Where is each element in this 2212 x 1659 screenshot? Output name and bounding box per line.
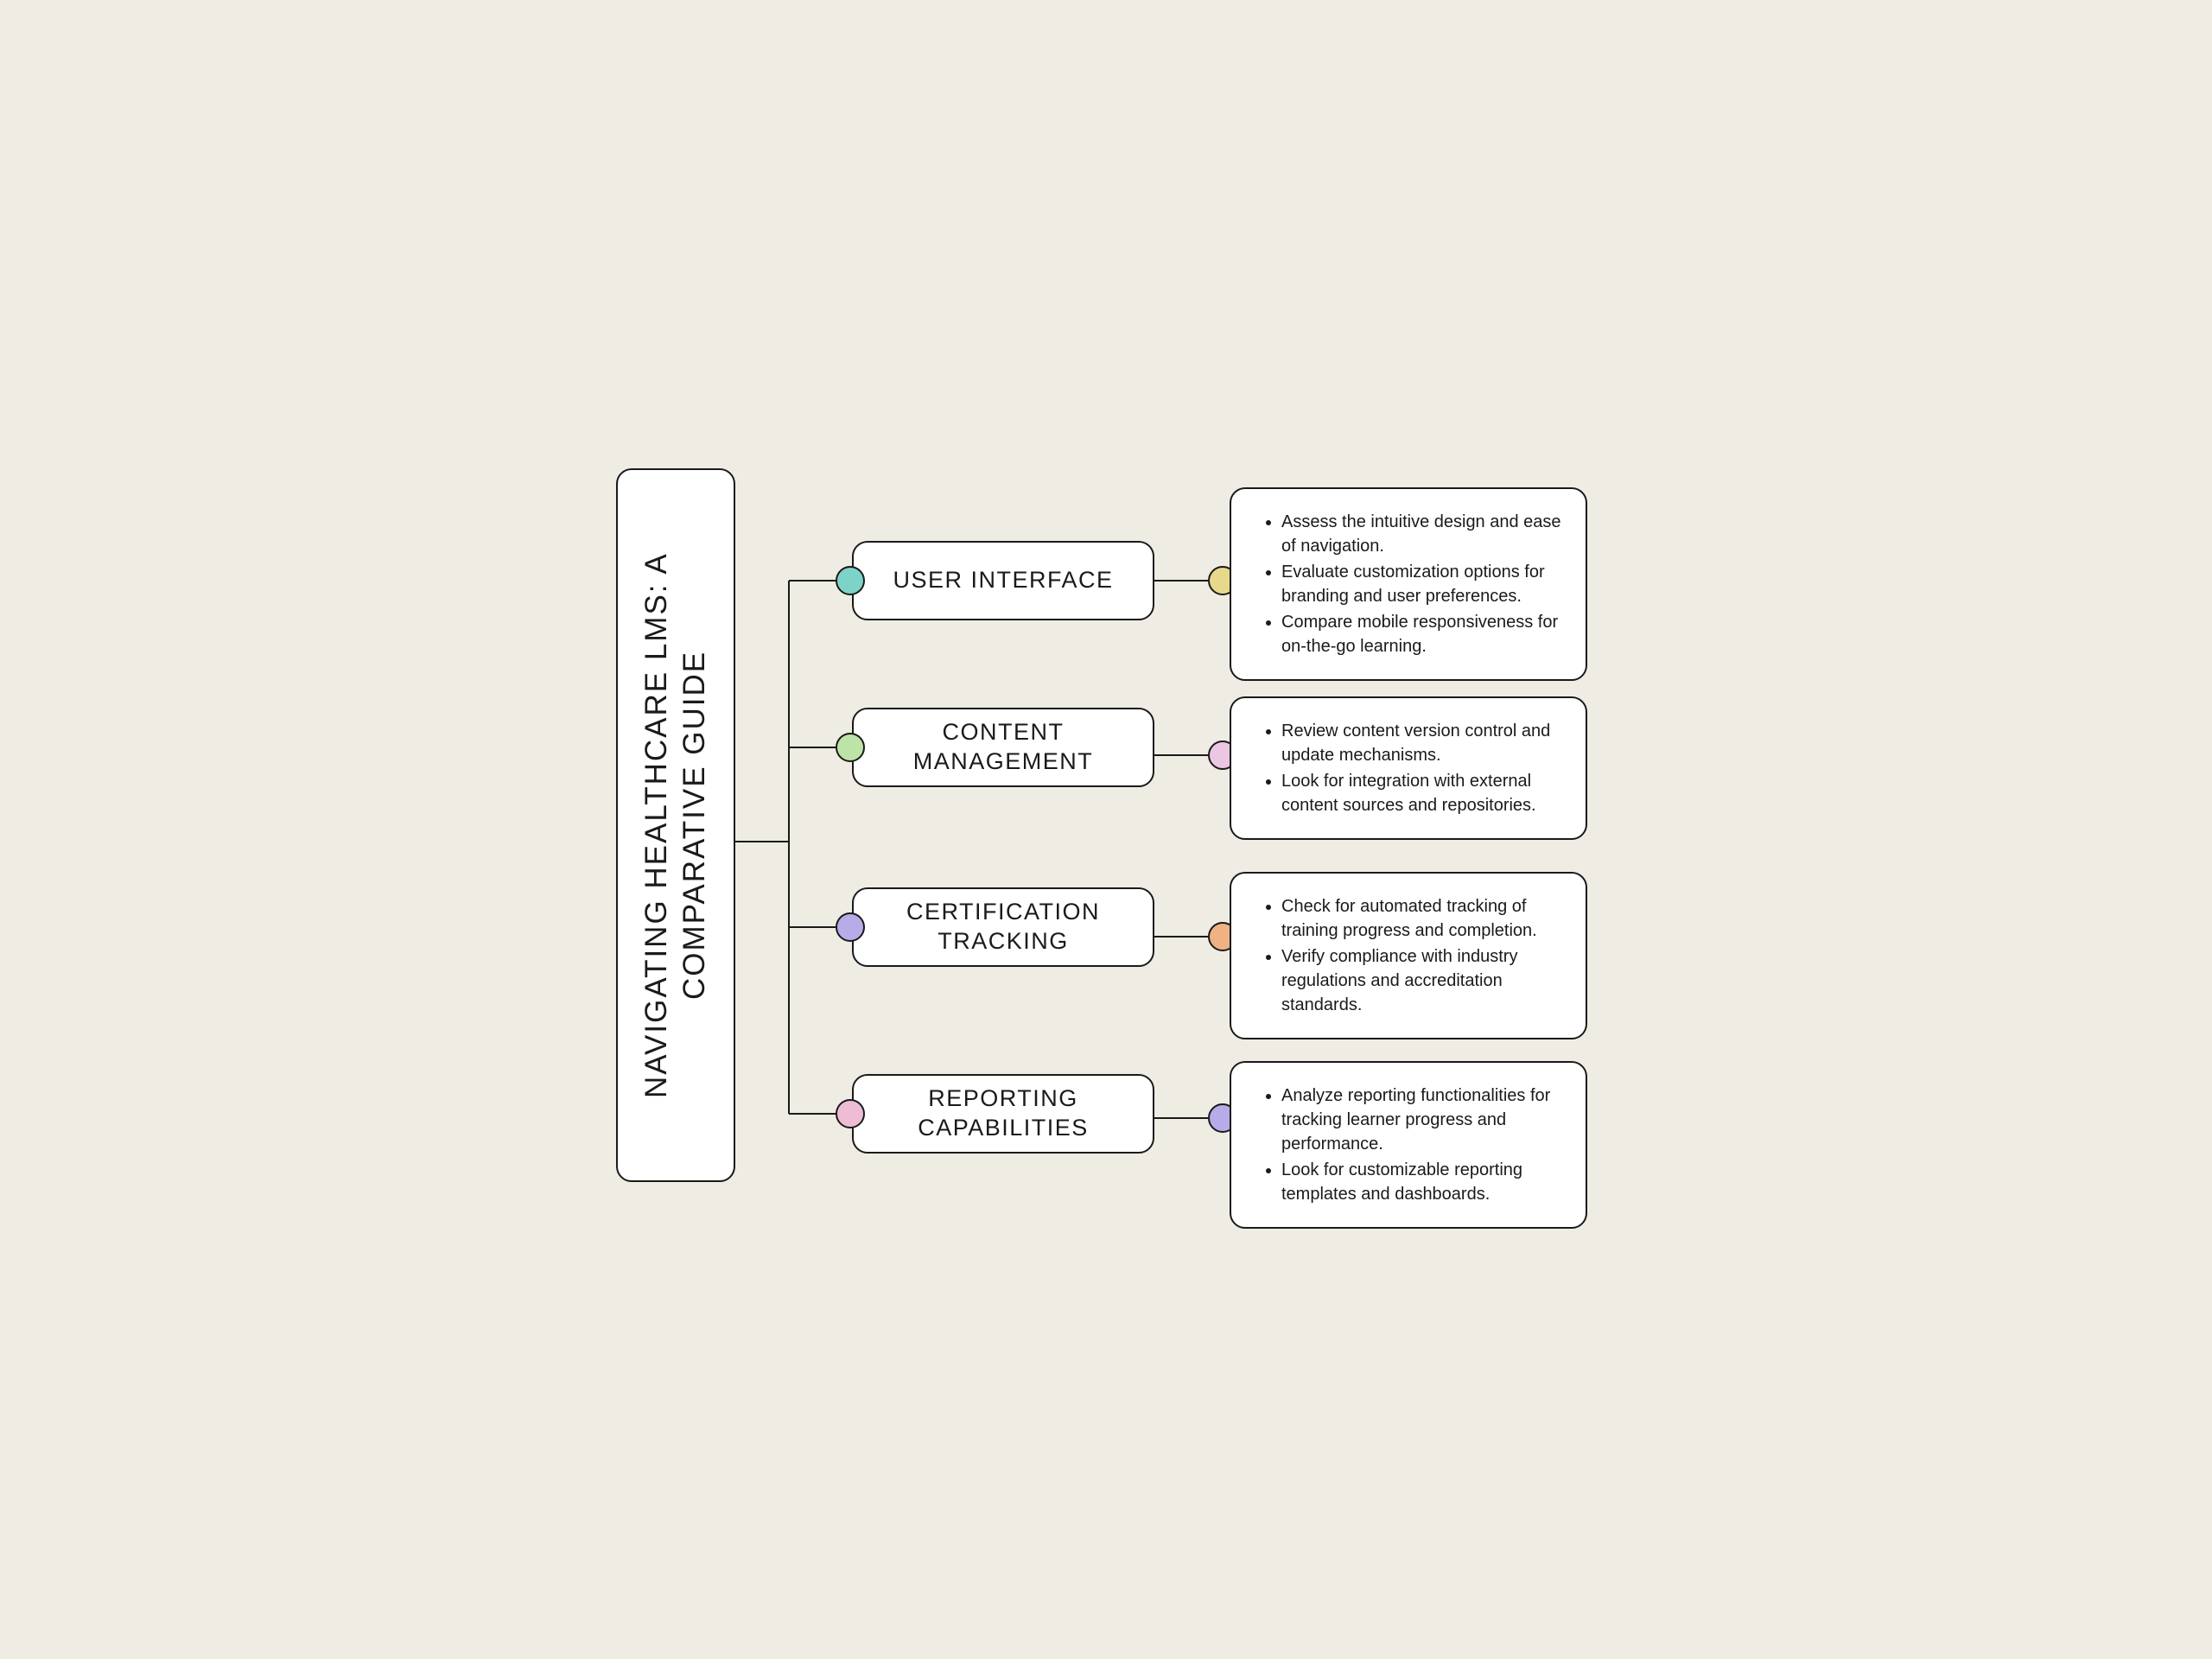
root-label: NAVIGATING HEALTHCARE LMS: A COMPARATIVE… <box>638 487 714 1163</box>
category-user-interface: USER INTERFACE <box>852 541 1154 620</box>
category-certification-tracking: CERTIFICATION TRACKING <box>852 887 1154 967</box>
root-node: NAVIGATING HEALTHCARE LMS: A COMPARATIVE… <box>616 468 735 1182</box>
category-label: CONTENT MANAGEMENT <box>878 718 1128 777</box>
detail-item: Evaluate customization options for brand… <box>1281 560 1563 608</box>
category-content-management: CONTENT MANAGEMENT <box>852 708 1154 787</box>
node-dot-green <box>836 733 865 762</box>
detail-item: Analyze reporting functionalities for tr… <box>1281 1084 1563 1156</box>
detail-item: Look for customizable reporting template… <box>1281 1158 1563 1206</box>
detail-user-interface: Assess the intuitive design and ease of … <box>1230 487 1587 681</box>
detail-item: Assess the intuitive design and ease of … <box>1281 510 1563 558</box>
detail-item: Check for automated tracking of training… <box>1281 894 1563 943</box>
detail-certification-tracking: Check for automated tracking of training… <box>1230 872 1587 1039</box>
category-label: REPORTING CAPABILITIES <box>878 1084 1128 1143</box>
category-label: USER INTERFACE <box>893 566 1113 595</box>
detail-content-management: Review content version control and updat… <box>1230 696 1587 840</box>
category-reporting-capabilities: REPORTING CAPABILITIES <box>852 1074 1154 1154</box>
detail-reporting-capabilities: Analyze reporting functionalities for tr… <box>1230 1061 1587 1229</box>
node-dot-rose <box>836 1099 865 1128</box>
detail-item: Verify compliance with industry regulati… <box>1281 944 1563 1017</box>
node-dot-teal <box>836 566 865 595</box>
detail-item: Compare mobile responsiveness for on-the… <box>1281 610 1563 658</box>
node-dot-purple <box>836 912 865 942</box>
detail-item: Review content version control and updat… <box>1281 719 1563 767</box>
diagram-canvas: NAVIGATING HEALTHCARE LMS: A COMPARATIVE… <box>557 418 1655 1241</box>
category-label: CERTIFICATION TRACKING <box>878 898 1128 957</box>
detail-item: Look for integration with external conte… <box>1281 769 1563 817</box>
